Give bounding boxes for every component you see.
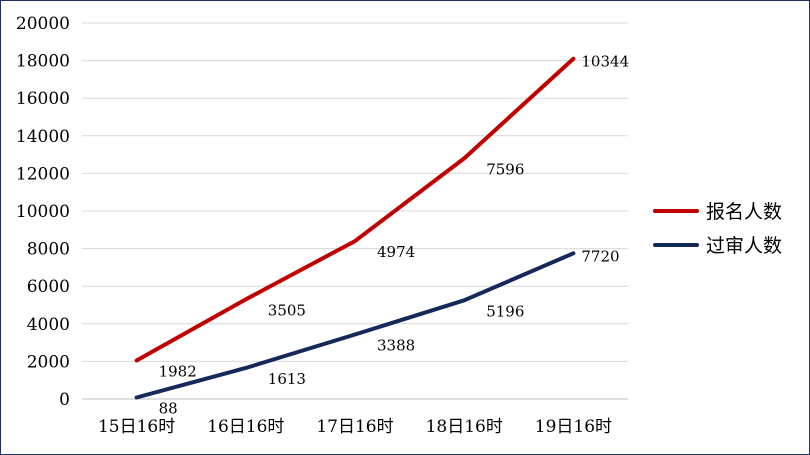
y-tick-label: 0 — [59, 390, 70, 410]
data-label: 4974 — [377, 243, 415, 261]
y-tick-label: 8000 — [27, 240, 70, 260]
legend-label: 过审人数 — [706, 235, 782, 257]
y-tick-label: 16000 — [16, 89, 70, 109]
series-line-1 — [134, 56, 576, 363]
x-tick-label: 15日16时 — [98, 417, 175, 437]
data-label: 10344 — [581, 53, 629, 71]
y-tick-label: 6000 — [27, 277, 70, 297]
x-axis-ticks: 15日16时 16日16时 17日16时 18日16时 19日16时 — [98, 417, 612, 437]
data-label: 7596 — [486, 160, 524, 178]
x-tick-label: 18日16时 — [426, 417, 503, 437]
data-label: 1982 — [159, 362, 197, 380]
series-lines — [134, 56, 576, 400]
legend-label: 报名人数 — [706, 201, 782, 223]
y-tick-label: 10000 — [16, 202, 70, 222]
x-tick-label: 17日16时 — [316, 417, 393, 437]
data-labels: 1982 3505 4974 7596 10344 88 1613 3388 5196 7720 — [159, 53, 630, 418]
data-label: 88 — [159, 399, 178, 417]
data-label: 3505 — [268, 301, 306, 319]
gridlines — [82, 22, 628, 400]
series-line-2 — [134, 251, 576, 400]
y-tick-label: 2000 — [27, 352, 70, 372]
data-label: 1613 — [268, 370, 306, 388]
x-tick-label: 16日16时 — [207, 417, 284, 437]
y-tick-label: 20000 — [16, 14, 70, 34]
data-label: 5196 — [486, 302, 524, 320]
y-tick-label: 12000 — [16, 164, 70, 184]
data-label: 7720 — [581, 247, 619, 265]
y-tick-label: 18000 — [16, 52, 70, 72]
y-tick-label: 14000 — [16, 127, 70, 147]
y-axis-ticks: 0 2000 4000 6000 8000 10000 12000 14000 16000 180… — [16, 14, 70, 410]
data-label: 3388 — [377, 337, 415, 355]
y-tick-label: 4000 — [27, 315, 70, 335]
x-tick-label: 19日16时 — [535, 417, 612, 437]
